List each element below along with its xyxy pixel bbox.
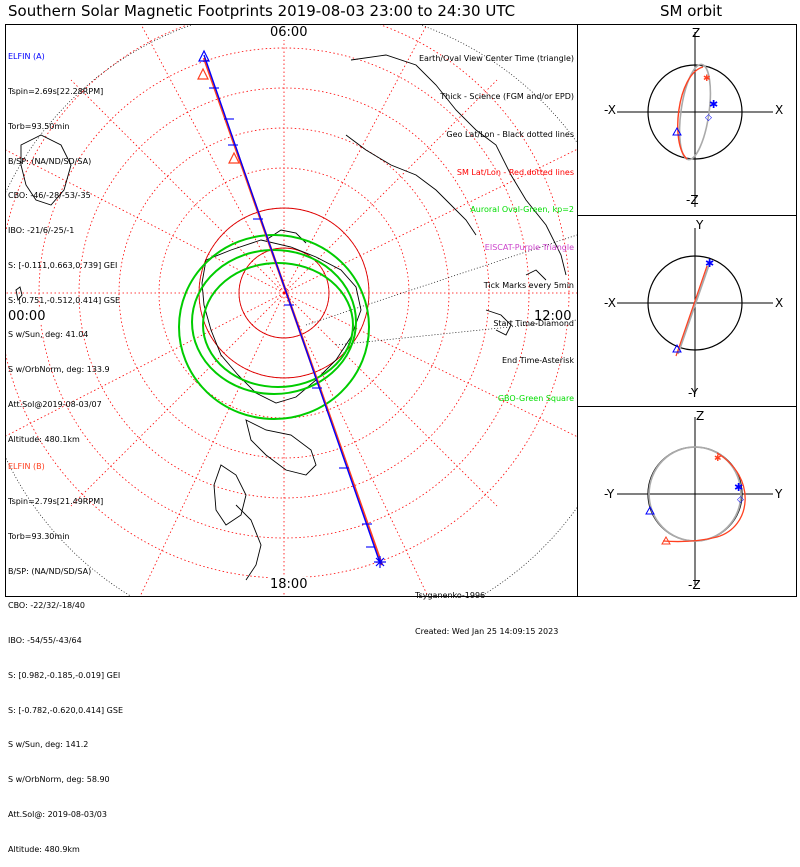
orbit-xz-svg: ✱ ◇ ✱ [617, 32, 773, 207]
elfin-a-line: S: [0.751,-0.512,0.414] GSE [8, 295, 121, 305]
elfin-b-line: B/SP: (NA/ND/SD/SA) [8, 566, 92, 576]
elfin-b-line: S: [-0.782,-0.620,0.414] GSE [8, 705, 123, 715]
elfin-b-line: IBO: -54/55/-43/64 [8, 636, 82, 646]
elfin-b-line: CBO: -22/32/-18/40 [8, 601, 85, 611]
elfin-a-line: S: [-0.111,0.663,0.739] GEI [8, 260, 118, 270]
elfin-a-tick-marks [209, 87, 374, 548]
legend-item: Geo Lat/Lon - Black dotted lines [446, 129, 574, 139]
elfin-a-line: Altitude: 480.1km [8, 434, 80, 444]
elfin-b-line: S w/OrbNorm, deg: 58.90 [8, 775, 110, 785]
orbit-separator [577, 406, 797, 407]
elfin-b-line: Torb=93.30min [8, 531, 70, 541]
orbit-yz-bottom: -Z [688, 578, 701, 592]
elfin-b-line: Att.Sol@: 2019-08-03/03 [8, 810, 107, 819]
orbit-xz-top: Z [692, 26, 701, 40]
legend-item: EISCAT-Purple Triangle [484, 243, 574, 253]
legend-item: Tick Marks every 5min [483, 280, 574, 290]
footprint-map-svg [6, 25, 577, 596]
orbit-xz-right: X [775, 103, 784, 117]
orbit-xy-right: X [775, 296, 784, 310]
svg-text:◇: ◇ [705, 113, 712, 123]
legend-item: Thick - Science (FGM and/or EPD) [440, 91, 574, 101]
orbit-yz-svg: ✱ ◇ ✱ [617, 417, 773, 585]
elfin-a-line: S w/Sun, deg: 41.04 [8, 330, 89, 340]
elfin-b-view-triangle [197, 67, 209, 80]
svg-text:✱: ✱ [734, 481, 743, 494]
elfin-b-line: Tspin=2.79s[21.49RPM] [8, 496, 104, 506]
time-label-top: 06:00 [268, 25, 310, 40]
auroral-oval [178, 234, 370, 420]
coastlines [15, 54, 567, 581]
plot-title: Southern Solar Magnetic Footprints 2019-… [8, 2, 516, 20]
legend-item: Start Time-Diamond [493, 318, 574, 328]
time-label-right: 12:00 [532, 309, 574, 324]
elfin-b-info: ELFIN (B) Tspin=2.79s[21.49RPM] Torb=93.… [8, 438, 123, 867]
sm-orbit-panel [577, 24, 797, 597]
footprint-map-panel: 06:00 00:00 12:00 18:00 [5, 24, 578, 597]
legend-item: GBO-Green Square [497, 394, 574, 404]
svg-text:◇: ◇ [737, 495, 744, 505]
elfin-a-track [198, 49, 386, 568]
orbit-yz-right: Y [775, 487, 783, 501]
elfin-a-line: CBO: -46/-28/-53/-35 [8, 191, 91, 201]
elfin-a-line: Torb=93.50min [8, 121, 70, 131]
orbit-xz-elfin-b-path [677, 66, 704, 160]
elfin-a-line: S w/OrbNorm, deg: 133.9 [8, 365, 110, 375]
orbit-separator [577, 215, 797, 216]
orbit-yz-top: Z [696, 409, 705, 423]
orbit-xy-elfin-b-path [675, 265, 708, 357]
elfin-a-line: Tspin=2.69s[22.28RPM] [8, 86, 104, 96]
elfin-b-line: S w/Sun, deg: 141.2 [8, 740, 89, 750]
elfin-b-line: S: [0.982,-0.185,-0.019] GEI [8, 670, 121, 680]
orbit-xz-bottom: -Z [686, 193, 699, 207]
elfin-a-line: IBO: -21/6/-25/-1 [8, 226, 75, 236]
elfin-b-line: Altitude: 480.9km [8, 844, 80, 854]
elfin-a-line: Att.Sol@2019-08-03/07 [8, 400, 102, 409]
orbit-yz-elfin-b-path [662, 452, 746, 543]
legend-item: Auroral Oval-Green, kp=2 [470, 205, 574, 215]
sm-meridians [6, 25, 577, 596]
elfin-a-line: B/SP: (NA/ND/SD/SA) [8, 156, 92, 166]
elfin-b-center-triangle [228, 151, 240, 164]
orbit-yz-left: -Y [604, 487, 615, 501]
legend-item: End Time-Asterisk [501, 356, 574, 366]
legend-item: SM Lat/Lon - Red dotted lines [456, 167, 574, 177]
credits: Tsyganenko-1996 Created: Wed Jan 25 14:0… [415, 566, 558, 650]
svg-text:✱: ✱ [709, 98, 718, 111]
time-label-bottom: 18:00 [268, 577, 310, 592]
sm-orbit-title: SM orbit [660, 2, 723, 20]
elfin-a-name: ELFIN (A) [8, 52, 45, 62]
svg-text:✱: ✱ [714, 454, 722, 464]
elfin-a-info: ELFIN (A) Tspin=2.69s[22.28RPM] Torb=93.… [8, 28, 120, 457]
svg-text:✱: ✱ [703, 74, 711, 84]
orbit-xy-bottom: -Y [688, 386, 699, 400]
elfin-b-name: ELFIN (B) [8, 462, 45, 472]
legend: Earth/Oval View Center Time (triangle) T… [419, 28, 574, 418]
elfin-a-end-asterisk [374, 556, 386, 568]
created-timestamp: Created: Wed Jan 25 14:09:15 2023 [415, 627, 559, 636]
svg-text:✱: ✱ [705, 257, 714, 270]
elfin-a-start-triangle [198, 49, 210, 62]
model-credit: Tsyganenko-1996 [415, 591, 486, 600]
orbit-xy-svg: ✱ [617, 228, 773, 394]
legend-item: Earth/Oval View Center Time (triangle) [418, 54, 574, 64]
time-label-left: 00:00 [6, 309, 48, 324]
geo-grid [6, 25, 577, 596]
orbit-xz-left: -X [604, 103, 616, 117]
orbit-xy-top: Y [696, 218, 704, 232]
orbit-xy-left: -X [604, 296, 616, 310]
